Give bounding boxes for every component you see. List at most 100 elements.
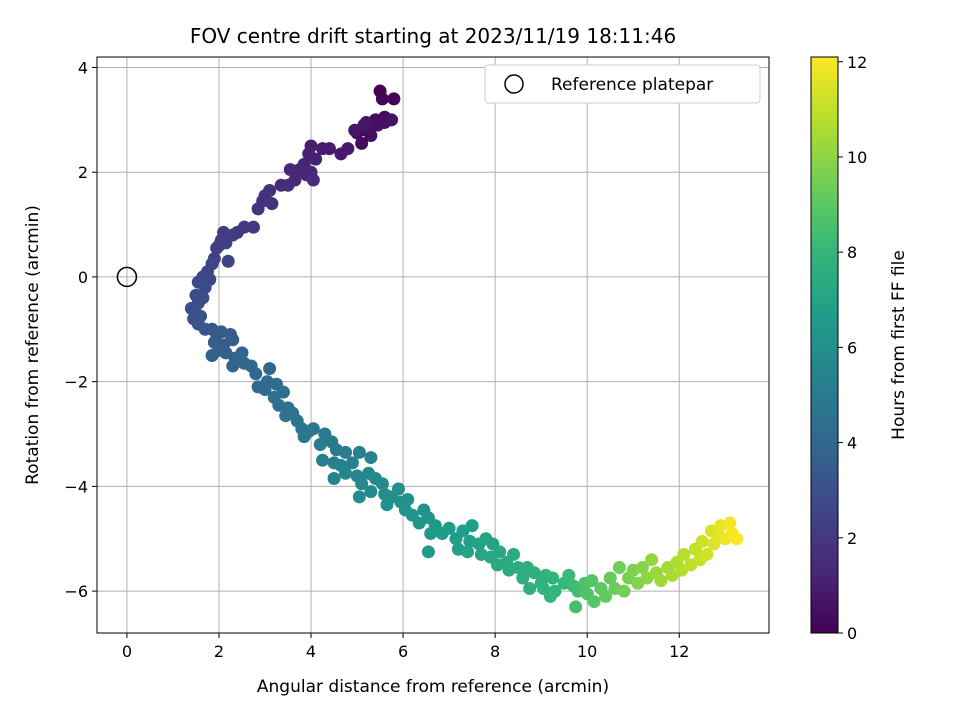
- data-point: [297, 430, 311, 444]
- colorbar-gradient: [810, 56, 839, 634]
- data-point: [412, 516, 426, 530]
- y-axis-label: Rotation from reference (arcmin): [23, 205, 43, 485]
- data-point: [306, 422, 320, 436]
- data-point: [364, 485, 378, 499]
- data-point: [198, 280, 212, 294]
- legend-label-reference: Reference platepar: [551, 75, 713, 95]
- data-point: [279, 409, 293, 423]
- x-tick-label: 0: [122, 642, 132, 661]
- data-point: [654, 574, 668, 588]
- legend: Reference platepar: [484, 64, 761, 104]
- data-point: [461, 545, 475, 559]
- data-point: [205, 348, 219, 362]
- data-point: [263, 362, 277, 376]
- data-point: [585, 574, 599, 588]
- data-point: [516, 571, 530, 585]
- y-tick-label: 4: [78, 58, 88, 77]
- data-point: [258, 383, 272, 397]
- data-point: [465, 519, 479, 533]
- data-point: [283, 163, 297, 177]
- data-point: [599, 589, 613, 603]
- data-point: [355, 136, 369, 150]
- chart-title: FOV centre drift starting at 2023/11/19 …: [190, 24, 676, 48]
- colorbar: 0 2 4 6 8 10 12: [810, 53, 867, 643]
- data-point: [523, 581, 537, 595]
- data-point: [226, 359, 240, 373]
- data-point: [635, 561, 649, 575]
- data-point: [219, 236, 233, 250]
- data-point: [617, 584, 631, 598]
- x-tick-label: 8: [490, 642, 500, 661]
- data-point: [364, 451, 378, 465]
- y-tick-label: −2: [64, 373, 88, 392]
- data-point: [352, 445, 366, 459]
- colorbar-tick-label: 4: [847, 434, 857, 453]
- colorbar-tick-label: 8: [847, 243, 857, 262]
- data-point: [313, 437, 327, 451]
- data-point: [587, 595, 601, 609]
- y-tick-label: 2: [78, 163, 88, 182]
- data-point: [424, 527, 438, 541]
- data-point: [527, 566, 541, 580]
- plot-frame: [96, 56, 770, 634]
- data-point: [339, 466, 353, 480]
- data-point: [612, 561, 626, 575]
- y-tick-label: 0: [78, 268, 88, 287]
- data-point: [507, 547, 521, 561]
- data-points: [184, 84, 744, 614]
- data-point: [249, 367, 263, 381]
- data-point: [375, 477, 389, 491]
- data-point: [352, 490, 366, 504]
- data-point: [442, 521, 456, 535]
- reference-marker-layer: [116, 266, 138, 288]
- y-tick-label: −4: [64, 477, 88, 496]
- x-axis: 0 2 4 6 8 10 12: [122, 633, 689, 661]
- data-point: [511, 561, 525, 575]
- data-point: [569, 600, 583, 614]
- x-tick-label: 4: [306, 642, 316, 661]
- x-tick-label: 10: [577, 642, 597, 661]
- x-axis-label: Angular distance from reference (arcmin): [257, 677, 609, 697]
- data-point: [700, 547, 714, 561]
- data-point: [546, 571, 560, 585]
- reference-platepar-marker: [116, 266, 138, 288]
- data-point: [364, 129, 378, 143]
- data-point: [562, 568, 576, 582]
- data-point: [387, 92, 401, 106]
- data-point: [309, 152, 323, 166]
- data-point: [375, 92, 389, 106]
- colorbar-label: Hours from first FF file: [889, 250, 909, 440]
- data-point: [723, 516, 737, 530]
- data-point: [274, 178, 288, 192]
- data-point: [327, 472, 341, 486]
- y-axis: −6 −4 −2 0 2 4: [64, 58, 97, 601]
- data-point: [334, 147, 348, 161]
- x-tick-label: 6: [398, 642, 408, 661]
- data-point: [603, 571, 617, 585]
- x-tick-label: 12: [669, 642, 689, 661]
- data-point: [306, 173, 320, 187]
- legend-box: [484, 64, 761, 104]
- data-point: [421, 545, 435, 559]
- data-point: [645, 553, 659, 567]
- data-point: [385, 113, 399, 127]
- data-point: [380, 498, 394, 512]
- data-point: [246, 220, 260, 234]
- data-point: [401, 492, 415, 506]
- data-point: [695, 534, 709, 548]
- colorbar-tick-label: 10: [847, 148, 867, 167]
- data-point: [543, 589, 557, 603]
- x-tick-label: 2: [214, 642, 224, 661]
- y-tick-label: −6: [64, 582, 88, 601]
- data-point: [251, 202, 265, 216]
- colorbar-tick-label: 0: [847, 624, 857, 643]
- data-point: [316, 142, 330, 156]
- data-point: [493, 545, 507, 559]
- colorbar-tick-label: 2: [847, 529, 857, 548]
- colorbar-tick-label: 6: [847, 338, 857, 357]
- data-point: [316, 453, 330, 467]
- data-point: [276, 385, 290, 399]
- data-point: [357, 118, 371, 132]
